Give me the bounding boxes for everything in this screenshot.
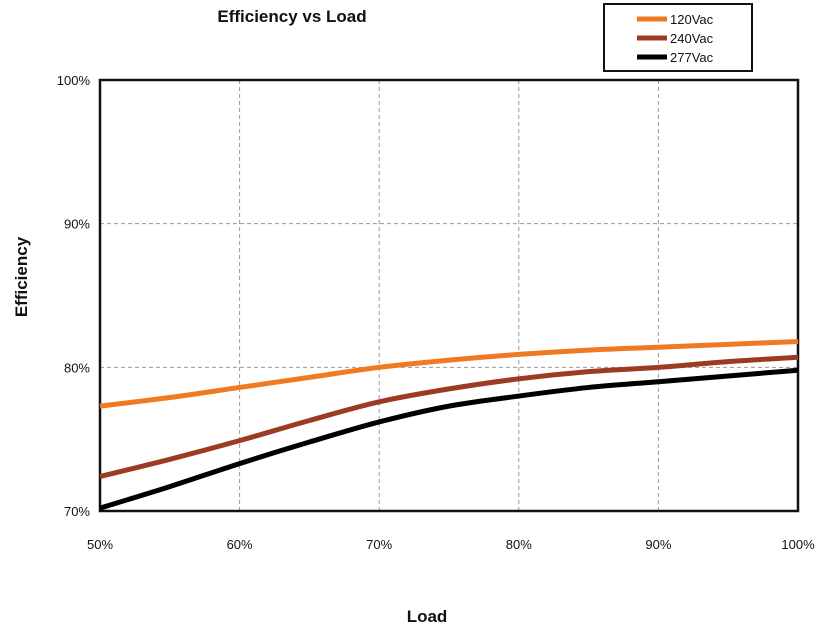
x-tick-label: 100% <box>781 537 815 552</box>
series-lines <box>99 338 799 511</box>
plot-frame <box>98 78 800 513</box>
x-tick-label: 50% <box>87 537 113 552</box>
x-tick-label: 80% <box>506 537 532 552</box>
series-line-120vac <box>99 338 799 409</box>
y-axis-label: Efficiency <box>12 236 31 317</box>
y-tick-label: 70% <box>64 504 90 519</box>
chart-title: Efficiency vs Load <box>217 7 366 26</box>
y-tick-label: 100% <box>57 73 91 88</box>
x-tick-label: 60% <box>227 537 253 552</box>
y-tick-labels: 70% 80% 90% 100% <box>57 73 91 519</box>
x-tick-label: 70% <box>366 537 392 552</box>
y-tick-label: 80% <box>64 360 90 375</box>
legend-box <box>603 3 753 72</box>
x-tick-labels: 50% 60% 70% 80% 90% 100% <box>87 537 815 552</box>
legend-label-277vac: 277Vac <box>670 50 714 65</box>
grid-lines <box>100 80 798 511</box>
x-tick-label: 90% <box>645 537 671 552</box>
series-line-277vac <box>99 367 799 511</box>
y-tick-label: 90% <box>64 217 90 232</box>
legend: 120Vac 240Vac 277Vac <box>603 3 753 72</box>
series-line-240vac <box>99 354 799 479</box>
legend-label-120vac: 120Vac <box>670 12 714 27</box>
x-axis-label: Load <box>407 607 448 626</box>
legend-label-240vac: 240Vac <box>670 31 714 46</box>
